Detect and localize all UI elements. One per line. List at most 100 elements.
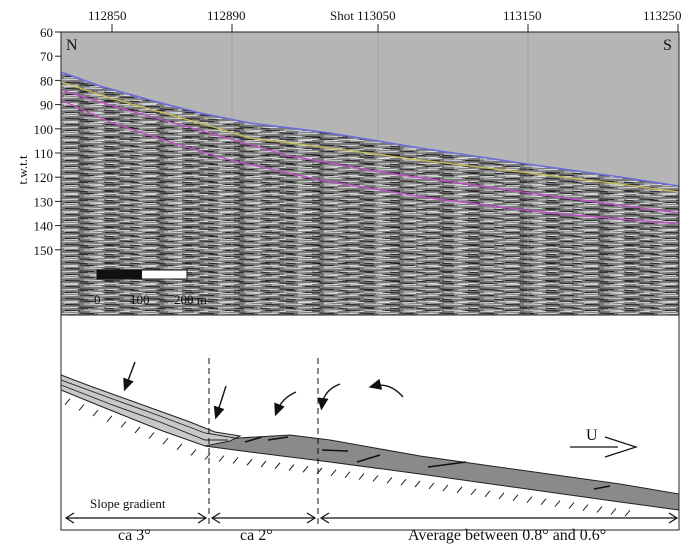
hatch-mark: [568, 502, 575, 509]
scale-label: 100: [130, 292, 150, 307]
reflector-dash: [244, 436, 263, 443]
scale-bar-black-segment: [97, 270, 142, 279]
flow-direction-arrow: [570, 436, 638, 458]
scale-label: 200 m: [174, 292, 207, 307]
hatch-mark: [596, 506, 603, 513]
hatch-mark: [358, 473, 365, 480]
hatch-mark: [64, 398, 71, 405]
curved-arrow: [317, 383, 341, 411]
hatch-mark: [162, 437, 169, 445]
measure-arrowhead: [668, 512, 679, 524]
hatch-mark: [302, 465, 309, 473]
hatch-mark: [190, 449, 197, 456]
hatch-mark: [274, 462, 281, 470]
hatch-mark: [582, 504, 589, 511]
hatch-mark: [372, 475, 379, 482]
slope-layer-line: [60, 379, 236, 439]
y-tick-label: 70: [40, 49, 53, 64]
reflector-dash: [267, 436, 289, 441]
shot-label: 113250: [643, 8, 682, 23]
magenta-horizon-lower: [61, 99, 679, 225]
curved-arrow: [274, 391, 297, 417]
hatch-mark: [92, 409, 99, 417]
reflector-dash: [321, 449, 349, 452]
shot-label: 112890: [207, 8, 246, 23]
hatch-mark: [288, 464, 295, 471]
hatch-mark: [120, 421, 127, 428]
hatch-mark: [78, 404, 85, 411]
y-tick-label: 100: [34, 122, 54, 137]
y-tick-label: 90: [40, 98, 53, 113]
reflector-dash: [356, 454, 381, 463]
hatch-mark: [400, 478, 407, 486]
segment-angle-label: Average between 0.8° and 0.6°: [408, 527, 606, 544]
substrate-hatching: [64, 398, 631, 517]
y-tick-label: 80: [40, 73, 53, 88]
shot-axis: 112850 112890 Shot 113050 113150 113250: [88, 8, 682, 32]
y-tick-label: 140: [34, 219, 54, 234]
hatch-mark: [246, 458, 253, 466]
scale-label: 0: [94, 292, 101, 307]
hatch-mark: [610, 508, 617, 515]
segment-angle-label: ca 2°: [240, 527, 273, 544]
hatch-mark: [134, 426, 141, 434]
segment-angle-label: ca 3°: [118, 527, 151, 544]
hatch-mark: [498, 492, 505, 500]
hatch-mark: [260, 460, 267, 468]
hatch-mark: [442, 484, 449, 492]
y-tick-label: 130: [34, 194, 54, 209]
slope-layer-line: [60, 384, 228, 441]
hatch-mark: [148, 432, 155, 439]
reflector-dash: [593, 485, 611, 490]
hatch-mark: [484, 490, 491, 498]
measure-arrowhead: [319, 512, 330, 524]
measure-arrowhead: [210, 512, 221, 524]
y-tick-label: 60: [40, 25, 53, 40]
hatch-mark: [526, 496, 533, 504]
hatch-mark: [204, 453, 211, 460]
north-label: N: [66, 37, 78, 54]
shot-label: 113150: [503, 8, 542, 23]
downslope-arrow: [123, 361, 136, 392]
hatch-mark: [470, 488, 477, 496]
measure-arrowhead: [64, 512, 75, 524]
seafloor-horizon: [61, 71, 679, 187]
shot-label: Shot 113050: [330, 8, 396, 23]
twtt-axis: t.w.t.t 60 70 80 90 100 110 120 130 140 150: [15, 25, 61, 258]
hatch-mark: [512, 494, 519, 502]
seismic-profile: [61, 32, 679, 315]
downslope-arrow: [213, 385, 227, 420]
hatch-mark: [218, 455, 225, 462]
water-column: [61, 32, 679, 186]
internal-reflectors: [244, 436, 611, 490]
hatch-mark: [386, 476, 393, 484]
south-label: S: [663, 37, 672, 54]
hatch-mark: [414, 480, 421, 488]
hatch-mark: [176, 443, 183, 451]
hatch-mark: [428, 482, 435, 490]
flow-arrows: [123, 361, 404, 420]
sediment-deposit: [204, 434, 680, 511]
hatch-mark: [106, 415, 113, 423]
slope-wedge: [60, 374, 242, 447]
hatch-mark: [344, 471, 351, 478]
yellow-horizon: [61, 81, 679, 193]
flow-label: U: [586, 427, 598, 444]
hatch-mark: [624, 510, 631, 517]
hatch-mark: [554, 500, 561, 507]
y-tick-label: 110: [34, 146, 53, 161]
y-tick-label: 150: [34, 243, 54, 258]
reflector-dash: [427, 461, 467, 468]
hatch-mark: [540, 498, 547, 505]
measure-arrowhead: [306, 512, 317, 524]
scale-bar: 0 100 200 m: [94, 269, 207, 307]
shot-label: 112850: [88, 8, 127, 23]
magenta-horizon-upper: [61, 89, 679, 214]
hatch-mark: [232, 457, 239, 464]
hatch-mark: [456, 486, 463, 494]
gradient-measurements: [64, 512, 679, 524]
y-axis-label: t.w.t.t: [15, 155, 30, 185]
curved-arrow: [368, 378, 404, 398]
